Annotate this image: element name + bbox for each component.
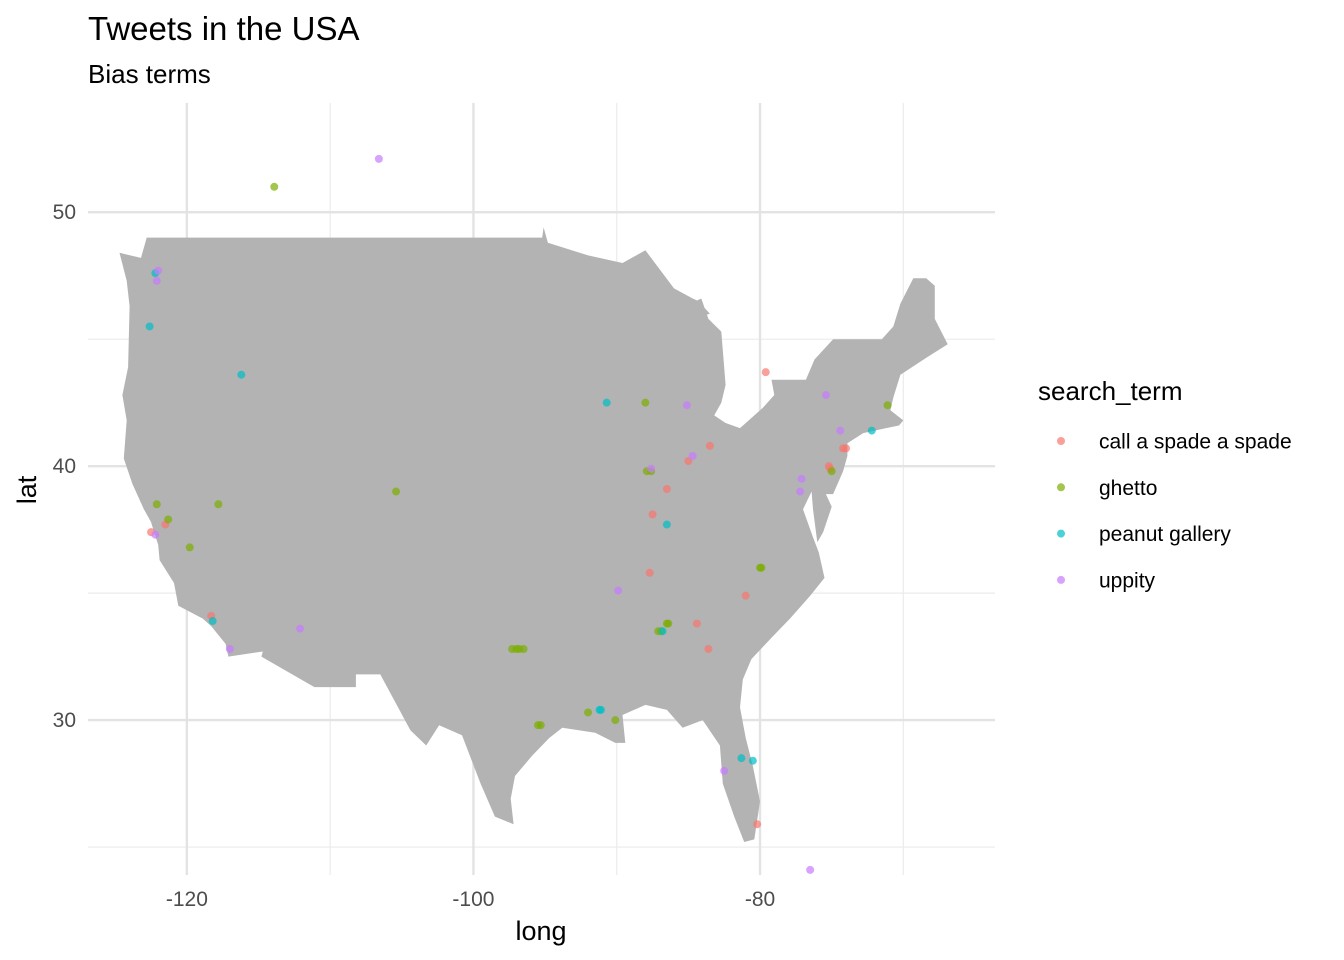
data-point-ghetto xyxy=(185,543,194,552)
x-tick-label: -80 xyxy=(745,888,775,911)
data-point-peanut-gallery xyxy=(662,520,671,529)
legend-label-call-a-spade-a-spade: call a spade a spade xyxy=(1099,431,1292,454)
data-point-ghetto xyxy=(611,716,620,725)
data-point-ghetto xyxy=(664,619,673,628)
data-point-peanut-gallery xyxy=(208,617,217,626)
data-point-ghetto xyxy=(584,708,593,717)
legend-title: search_term xyxy=(1038,376,1183,406)
legend-label-uppity: uppity xyxy=(1099,569,1156,592)
data-point-uppity xyxy=(225,644,234,653)
data-point-peanut-gallery xyxy=(237,370,246,379)
data-point-call-a-spade-a-spade xyxy=(705,441,714,450)
data-point-ghetto xyxy=(270,182,279,191)
data-point-peanut-gallery xyxy=(737,754,746,763)
data-point-peanut-gallery xyxy=(867,426,876,435)
usa-map-shape xyxy=(119,227,948,842)
data-point-ghetto xyxy=(164,515,173,524)
data-point-uppity xyxy=(647,464,656,473)
data-point-uppity xyxy=(614,586,623,595)
y-tick-label: 50 xyxy=(53,201,76,224)
legend: search_term call a spade a spade ghetto pe… xyxy=(1038,376,1292,592)
data-point-ghetto xyxy=(641,398,650,407)
data-point-uppity xyxy=(836,426,845,435)
data-point-ghetto xyxy=(536,721,545,730)
data-point-call-a-spade-a-spade xyxy=(839,444,848,453)
plot-panel xyxy=(88,103,995,875)
data-point-peanut-gallery xyxy=(658,627,667,636)
data-point-peanut-gallery xyxy=(145,322,154,331)
chart-subtitle: Bias terms xyxy=(88,59,211,89)
legend-key-call-a-spade-a-spade xyxy=(1057,437,1065,445)
data-point-uppity xyxy=(796,487,805,496)
data-point-uppity xyxy=(797,474,806,483)
data-point-call-a-spade-a-spade xyxy=(704,644,713,653)
data-point-uppity xyxy=(152,276,161,285)
legend-key-peanut-gallery xyxy=(1057,529,1065,538)
data-point-uppity xyxy=(682,401,691,410)
legend-key-uppity xyxy=(1057,575,1065,584)
data-point-ghetto xyxy=(519,644,528,653)
legend-label-peanut-gallery: peanut gallery xyxy=(1099,523,1231,546)
data-point-uppity xyxy=(151,530,160,539)
data-point-peanut-gallery xyxy=(748,756,757,765)
y-tick-label: 30 xyxy=(53,709,76,732)
chart-title: Tweets in the USA xyxy=(88,10,359,47)
legend-label-ghetto: ghetto xyxy=(1099,477,1157,500)
data-point-call-a-spade-a-spade xyxy=(741,591,750,600)
data-point-call-a-spade-a-spade xyxy=(662,485,671,493)
data-point-uppity xyxy=(688,451,697,460)
y-axis-ticks: 30 40 50 xyxy=(53,201,76,732)
data-point-call-a-spade-a-spade xyxy=(753,820,762,829)
data-point-call-a-spade-a-spade xyxy=(692,619,701,628)
data-point-ghetto xyxy=(214,500,223,509)
data-point-peanut-gallery xyxy=(602,398,611,407)
data-point-ghetto xyxy=(827,467,836,476)
data-point-call-a-spade-a-spade xyxy=(648,510,657,519)
data-point-call-a-spade-a-spade xyxy=(761,368,770,377)
data-point-uppity xyxy=(154,266,163,275)
data-point-uppity xyxy=(806,865,815,874)
legend-key-ghetto xyxy=(1057,483,1065,492)
x-axis-title: long xyxy=(515,916,566,946)
y-axis-title: lat xyxy=(12,475,42,504)
data-point-ghetto xyxy=(392,487,401,496)
x-tick-label: -100 xyxy=(452,888,494,911)
data-point-uppity xyxy=(720,766,729,775)
data-point-uppity xyxy=(821,391,830,400)
data-point-ghetto xyxy=(883,401,892,410)
data-point-ghetto xyxy=(152,500,161,509)
legend-items: call a spade a spade ghetto peanut gallery… xyxy=(1057,431,1292,592)
data-point-peanut-gallery xyxy=(596,705,605,714)
y-tick-label: 40 xyxy=(53,455,76,478)
x-tick-label: -120 xyxy=(166,888,208,911)
data-point-call-a-spade-a-spade xyxy=(645,568,654,577)
data-point-ghetto xyxy=(757,563,766,572)
data-point-uppity xyxy=(374,154,383,163)
data-points xyxy=(145,154,892,874)
x-axis-ticks: -120 -100 -80 xyxy=(166,888,775,911)
data-point-uppity xyxy=(296,624,305,633)
